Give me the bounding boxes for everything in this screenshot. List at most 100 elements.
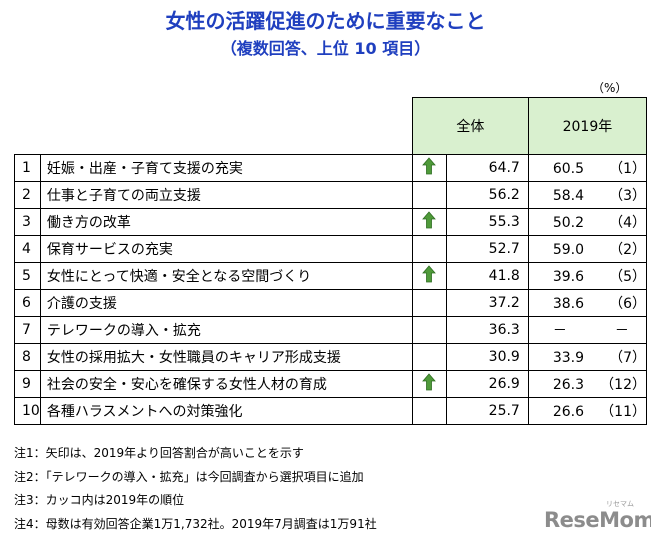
row-2019-rank: － <box>614 323 629 339</box>
row-arrow-cell <box>411 208 447 236</box>
row-2019-value: 39.6 <box>552 269 584 285</box>
row-total: 41.8 <box>445 262 529 290</box>
row-2019-value: 50.2 <box>552 215 584 231</box>
row-rank: 9 <box>14 370 41 398</box>
page-subtitle: （複数回答、上位 10 項目） <box>220 39 431 58</box>
row-rank: 3 <box>14 208 41 236</box>
ranking-table: 全体 2019年 1 妊娠・出産・子育て支援の充実 64.7 60.5 （1） 2 仕事と子… <box>14 97 648 425</box>
table-row: 6 介護の支援 37.2 38.6 （6） <box>14 289 648 317</box>
up-arrow-icon <box>422 157 437 175</box>
page-title: 女性の活躍促進のために重要なこと <box>165 9 486 33</box>
table-row: 9 社会の安全・安心を確保する女性人材の育成 26.9 26.3 （12） <box>14 370 648 398</box>
row-arrow-cell <box>411 316 447 344</box>
row-2019-value: 59.0 <box>552 242 584 258</box>
row-2019-value: 26.6 <box>552 404 584 420</box>
row-item: 働き方の改革 <box>39 208 413 236</box>
row-arrow-cell <box>411 235 447 263</box>
resemom-logo: ReseMom リセマム <box>544 500 651 532</box>
row-2019: 50.2 （4） <box>527 208 648 236</box>
table-row: 8 女性の採用拡大・女性職員のキャリア形成支援 30.9 33.9 （7） <box>14 343 648 371</box>
row-2019-value: 33.9 <box>552 350 584 366</box>
row-total: 37.2 <box>445 289 529 317</box>
header-2019: 2019年 <box>527 97 648 155</box>
row-item: 保育サービスの充実 <box>39 235 413 263</box>
row-rank: 5 <box>14 262 41 290</box>
row-item: テレワークの導入・拡充 <box>39 316 413 344</box>
note-1: 注1：矢印は、2019年より回答割合が高いことを示す <box>14 446 304 460</box>
row-2019-rank: （11） <box>600 404 646 420</box>
row-2019-value: 26.3 <box>552 377 584 393</box>
row-item: 仕事と子育ての両立支援 <box>39 181 413 209</box>
row-item: 女性にとって快適・安全となる空間づくり <box>39 262 413 290</box>
row-total: 55.3 <box>445 208 529 236</box>
row-2019-value: 38.6 <box>552 296 584 312</box>
table-row: 7 テレワークの導入・拡充 36.3 －－ <box>14 316 648 344</box>
row-2019: 26.3 （12） <box>527 370 648 398</box>
row-arrow-cell <box>411 343 447 371</box>
row-total: 25.7 <box>445 397 529 425</box>
table-row: 3 働き方の改革 55.3 50.2 （4） <box>14 208 648 236</box>
row-2019-rank: （12） <box>600 377 646 393</box>
note-2: 注2：「テレワークの導入・拡充」は今回調査から選択項目に追加 <box>14 469 364 484</box>
logo-subtext: リセマム <box>606 500 634 508</box>
row-arrow-cell <box>411 154 447 182</box>
notes: 注1：矢印は、2019年より回答割合が高いことを示す 注2：「テレワークの導入・… <box>14 442 377 536</box>
row-arrow-cell <box>411 289 447 317</box>
header-row: 全体 2019年 <box>15 97 648 155</box>
row-2019-rank: （7） <box>609 350 646 366</box>
table-row: 5 女性にとって快適・安全となる空間づくり 41.8 39.6 （5） <box>14 262 648 290</box>
row-2019-rank: （3） <box>609 188 646 204</box>
row-2019-rank: （4） <box>609 215 646 231</box>
row-2019: 33.9 （7） <box>527 343 648 371</box>
row-arrow-cell <box>411 370 447 398</box>
row-item: 各種ハラスメントへの対策強化 <box>39 397 413 425</box>
table-row: 1 妊娠・出産・子育て支援の充実 64.7 60.5 （1） <box>14 154 648 182</box>
row-item: 女性の採用拡大・女性職員のキャリア形成支援 <box>39 343 413 371</box>
row-2019: 58.4 （3） <box>527 181 648 209</box>
header-total: 全体 <box>411 97 529 155</box>
row-rank: 8 <box>14 343 41 371</box>
row-arrow-cell <box>411 262 447 290</box>
row-rank: 1 <box>14 154 41 182</box>
row-item: 社会の安全・安心を確保する女性人材の育成 <box>39 370 413 398</box>
row-total: 52.7 <box>445 235 529 263</box>
note-4: 注4：母数は有効回答企業1万1,732社。2019年7月調査は1万91社 <box>14 516 377 531</box>
row-item: 妊娠・出産・子育て支援の充実 <box>39 154 413 182</box>
row-total: 36.3 <box>445 316 529 344</box>
up-arrow-icon <box>422 373 437 391</box>
row-rank: 6 <box>14 289 41 317</box>
row-item: 介護の支援 <box>39 289 413 317</box>
up-arrow-icon <box>422 211 437 229</box>
row-rank: 4 <box>14 235 41 263</box>
row-2019: 38.6 （6） <box>527 289 648 317</box>
row-2019-rank: （2） <box>609 242 646 258</box>
row-rank: 2 <box>14 181 41 209</box>
row-total: 56.2 <box>445 181 529 209</box>
row-arrow-cell <box>411 181 447 209</box>
row-2019-value: － <box>552 323 567 339</box>
row-total: 30.9 <box>445 343 529 371</box>
table-row: 2 仕事と子育ての両立支援 56.2 58.4 （3） <box>14 181 648 209</box>
row-rank: 10 <box>14 397 41 425</box>
row-2019-rank: （5） <box>609 269 646 285</box>
table-row: 4 保育サービスの充実 52.7 59.0 （2） <box>14 235 648 263</box>
row-2019: 39.6 （5） <box>527 262 648 290</box>
table-row: 10 各種ハラスメントへの対策強化 25.7 26.6 （11） <box>14 397 648 425</box>
row-total: 64.7 <box>445 154 529 182</box>
unit-label: （%） <box>592 81 628 95</box>
row-2019: 60.5 （1） <box>527 154 648 182</box>
row-2019-rank: （1） <box>609 161 646 177</box>
row-2019: 26.6 （11） <box>527 397 648 425</box>
row-2019-value: 58.4 <box>552 188 584 204</box>
row-2019-value: 60.5 <box>552 161 584 177</box>
row-2019: 59.0 （2） <box>527 235 648 263</box>
row-2019-rank: （6） <box>609 296 646 312</box>
header-blank <box>15 98 413 155</box>
note-3: 注3：カッコ内は2019年の順位 <box>14 493 185 507</box>
row-2019: －－ <box>527 316 648 344</box>
up-arrow-icon <box>422 265 437 283</box>
logo-text: ReseMom <box>544 508 651 532</box>
row-rank: 7 <box>14 316 41 344</box>
row-arrow-cell <box>411 397 447 425</box>
row-total: 26.9 <box>445 370 529 398</box>
